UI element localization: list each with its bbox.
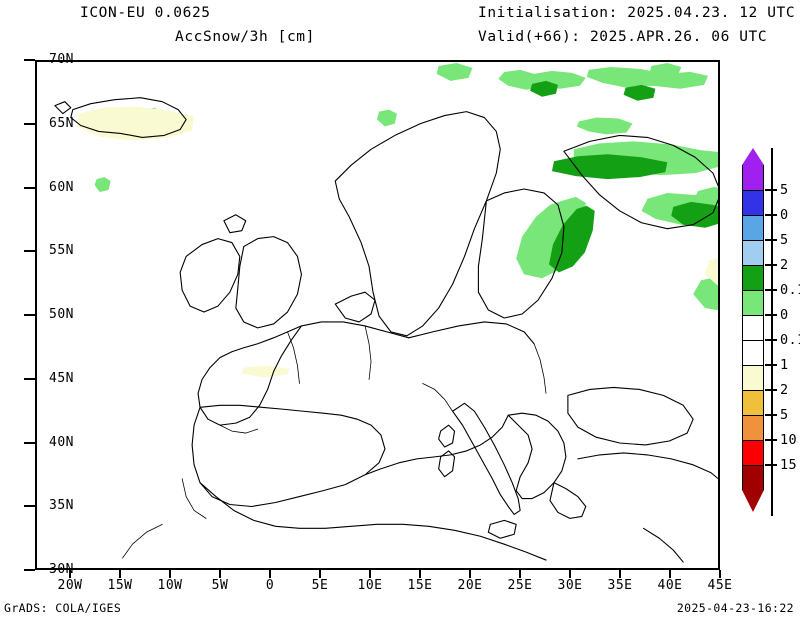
colorbar-band [742, 440, 764, 465]
colorbar-tick-label: 0.1 [780, 282, 800, 298]
colorbar-axis-line [771, 148, 774, 516]
y-axis-tick-label: 65N [49, 115, 74, 131]
x-axis-tick-label: 15W [107, 578, 133, 593]
x-axis-tick-label: 20E [457, 578, 483, 593]
snow-shading-layer [76, 62, 718, 378]
x-axis-tick-mark [519, 570, 521, 578]
y-axis-tick-mark [24, 441, 35, 444]
colorbar-tick-label: 0 [780, 207, 789, 223]
coastline-paths [54, 97, 718, 563]
colorbar-band [742, 365, 764, 390]
colorbar-tick-label: 5 [780, 407, 789, 423]
colorbar-tick-mark [765, 364, 777, 367]
x-axis-tick-label: 10W [157, 578, 183, 593]
header-variable-name: AccSnow/3h [cm] [175, 29, 315, 45]
colorbar-tick-mark [765, 339, 777, 342]
x-axis-tick-mark [319, 570, 321, 578]
x-axis-tick-label: 10E [357, 578, 383, 593]
y-axis-tick-label: 70N [49, 52, 74, 67]
footer-credit: GrADS: COLA/IGES [4, 601, 122, 615]
y-axis-tick-mark [24, 377, 35, 380]
colorbar-tick-label: 0 [780, 307, 789, 323]
colorbar-tick-label: 15 [780, 457, 798, 473]
y-axis-tick-mark [24, 59, 35, 61]
x-axis-tick-mark [69, 570, 71, 578]
y-axis-tick-mark [24, 569, 35, 571]
y-axis-tick-label: 30N [49, 562, 74, 577]
y-axis-tick-mark [24, 314, 35, 316]
colorbar-legend: 5 0 5 2 0.1 0 0.1 1 2 5 10 15 [738, 148, 800, 516]
x-axis-tick-mark [369, 570, 371, 578]
header-model-name: ICON-EU 0.0625 [80, 5, 211, 21]
colorbar-tick-mark [765, 289, 777, 292]
x-axis-tick-mark [419, 570, 421, 578]
x-axis-tick-label: 35E [607, 578, 633, 593]
y-axis-tick-label: 60N [49, 179, 74, 195]
colorbar-arrow-bottom [742, 490, 764, 512]
colorbar-tick-label: 2 [780, 257, 789, 273]
colorbar-tick-label: 5 [780, 182, 789, 198]
colorbar-band [742, 465, 764, 490]
colorbar-bands [742, 165, 764, 490]
colorbar-band [742, 290, 764, 315]
y-axis-tick-label: 45N [49, 370, 74, 386]
colorbar-band [742, 390, 764, 415]
y-axis-tick-label: 40N [49, 434, 74, 450]
colorbar-band [742, 265, 764, 290]
y-axis-tick-label: 35N [49, 498, 74, 514]
colorbar-tick-label: 10 [780, 432, 798, 448]
colorbar-tick-mark [765, 314, 777, 317]
map-coastline-canvas [54, 62, 718, 563]
x-axis-tick-mark [169, 570, 171, 578]
colorbar-tick-mark [765, 464, 777, 467]
colorbar-band [742, 165, 764, 190]
y-axis-tick-label: 50N [49, 307, 74, 322]
x-axis-tick-mark [669, 570, 671, 578]
x-axis-tick-label: 20W [57, 578, 83, 593]
colorbar-band [742, 190, 764, 215]
colorbar-band [742, 415, 764, 440]
x-axis-tick-label: 25E [507, 578, 533, 593]
colorbar-tick-mark [765, 414, 777, 417]
colorbar-tick-mark [765, 264, 777, 267]
header-initialisation: Initialisation: 2025.04.23. 12 UTC [478, 5, 796, 21]
x-axis-tick-mark [619, 570, 621, 578]
colorbar-tick-label: 0.1 [780, 332, 800, 348]
x-axis-tick-mark [469, 570, 471, 578]
x-axis-tick-label: 45E [707, 578, 733, 593]
colorbar-arrow-top [742, 148, 764, 165]
map-plot-frame [35, 60, 720, 570]
colorbar-tick-mark [765, 439, 777, 442]
x-axis-tick-mark [569, 570, 571, 578]
colorbar-band [742, 340, 764, 365]
x-axis-tick-label: 5E [311, 578, 329, 593]
colorbar-tick-mark [765, 389, 777, 392]
x-axis-tick-mark [119, 570, 121, 578]
x-axis-tick-mark [719, 570, 721, 578]
colorbar-tick-label: 2 [780, 382, 789, 398]
colorbar-tick-label: 1 [780, 357, 789, 373]
x-axis-tick-label: 0 [265, 578, 275, 593]
colorbar-tick-mark [765, 239, 777, 242]
x-axis-tick-mark [219, 570, 221, 578]
colorbar-band [742, 215, 764, 240]
colorbar-tick-mark [765, 214, 777, 217]
y-axis-tick-mark [24, 505, 35, 508]
colorbar-tick-mark [765, 189, 777, 192]
x-axis-tick-label: 5W [211, 578, 229, 593]
x-axis-tick-label: 30E [557, 578, 583, 593]
y-axis-tick-label: 55N [49, 243, 74, 259]
header-valid-time: Valid(+66): 2025.APR.26. 06 UTC [478, 29, 768, 45]
colorbar-tick-label: 5 [780, 232, 789, 248]
x-axis-tick-label: 40E [657, 578, 683, 593]
footer-timestamp: 2025-04-23-16:22 [676, 601, 794, 615]
x-axis-tick-mark [269, 570, 271, 578]
x-axis-tick-label: 15E [407, 578, 433, 593]
y-axis-tick-mark [24, 250, 35, 253]
y-axis-tick-mark [24, 186, 35, 189]
y-axis-tick-mark [24, 122, 35, 125]
colorbar-band [742, 240, 764, 265]
colorbar-band [742, 315, 764, 340]
